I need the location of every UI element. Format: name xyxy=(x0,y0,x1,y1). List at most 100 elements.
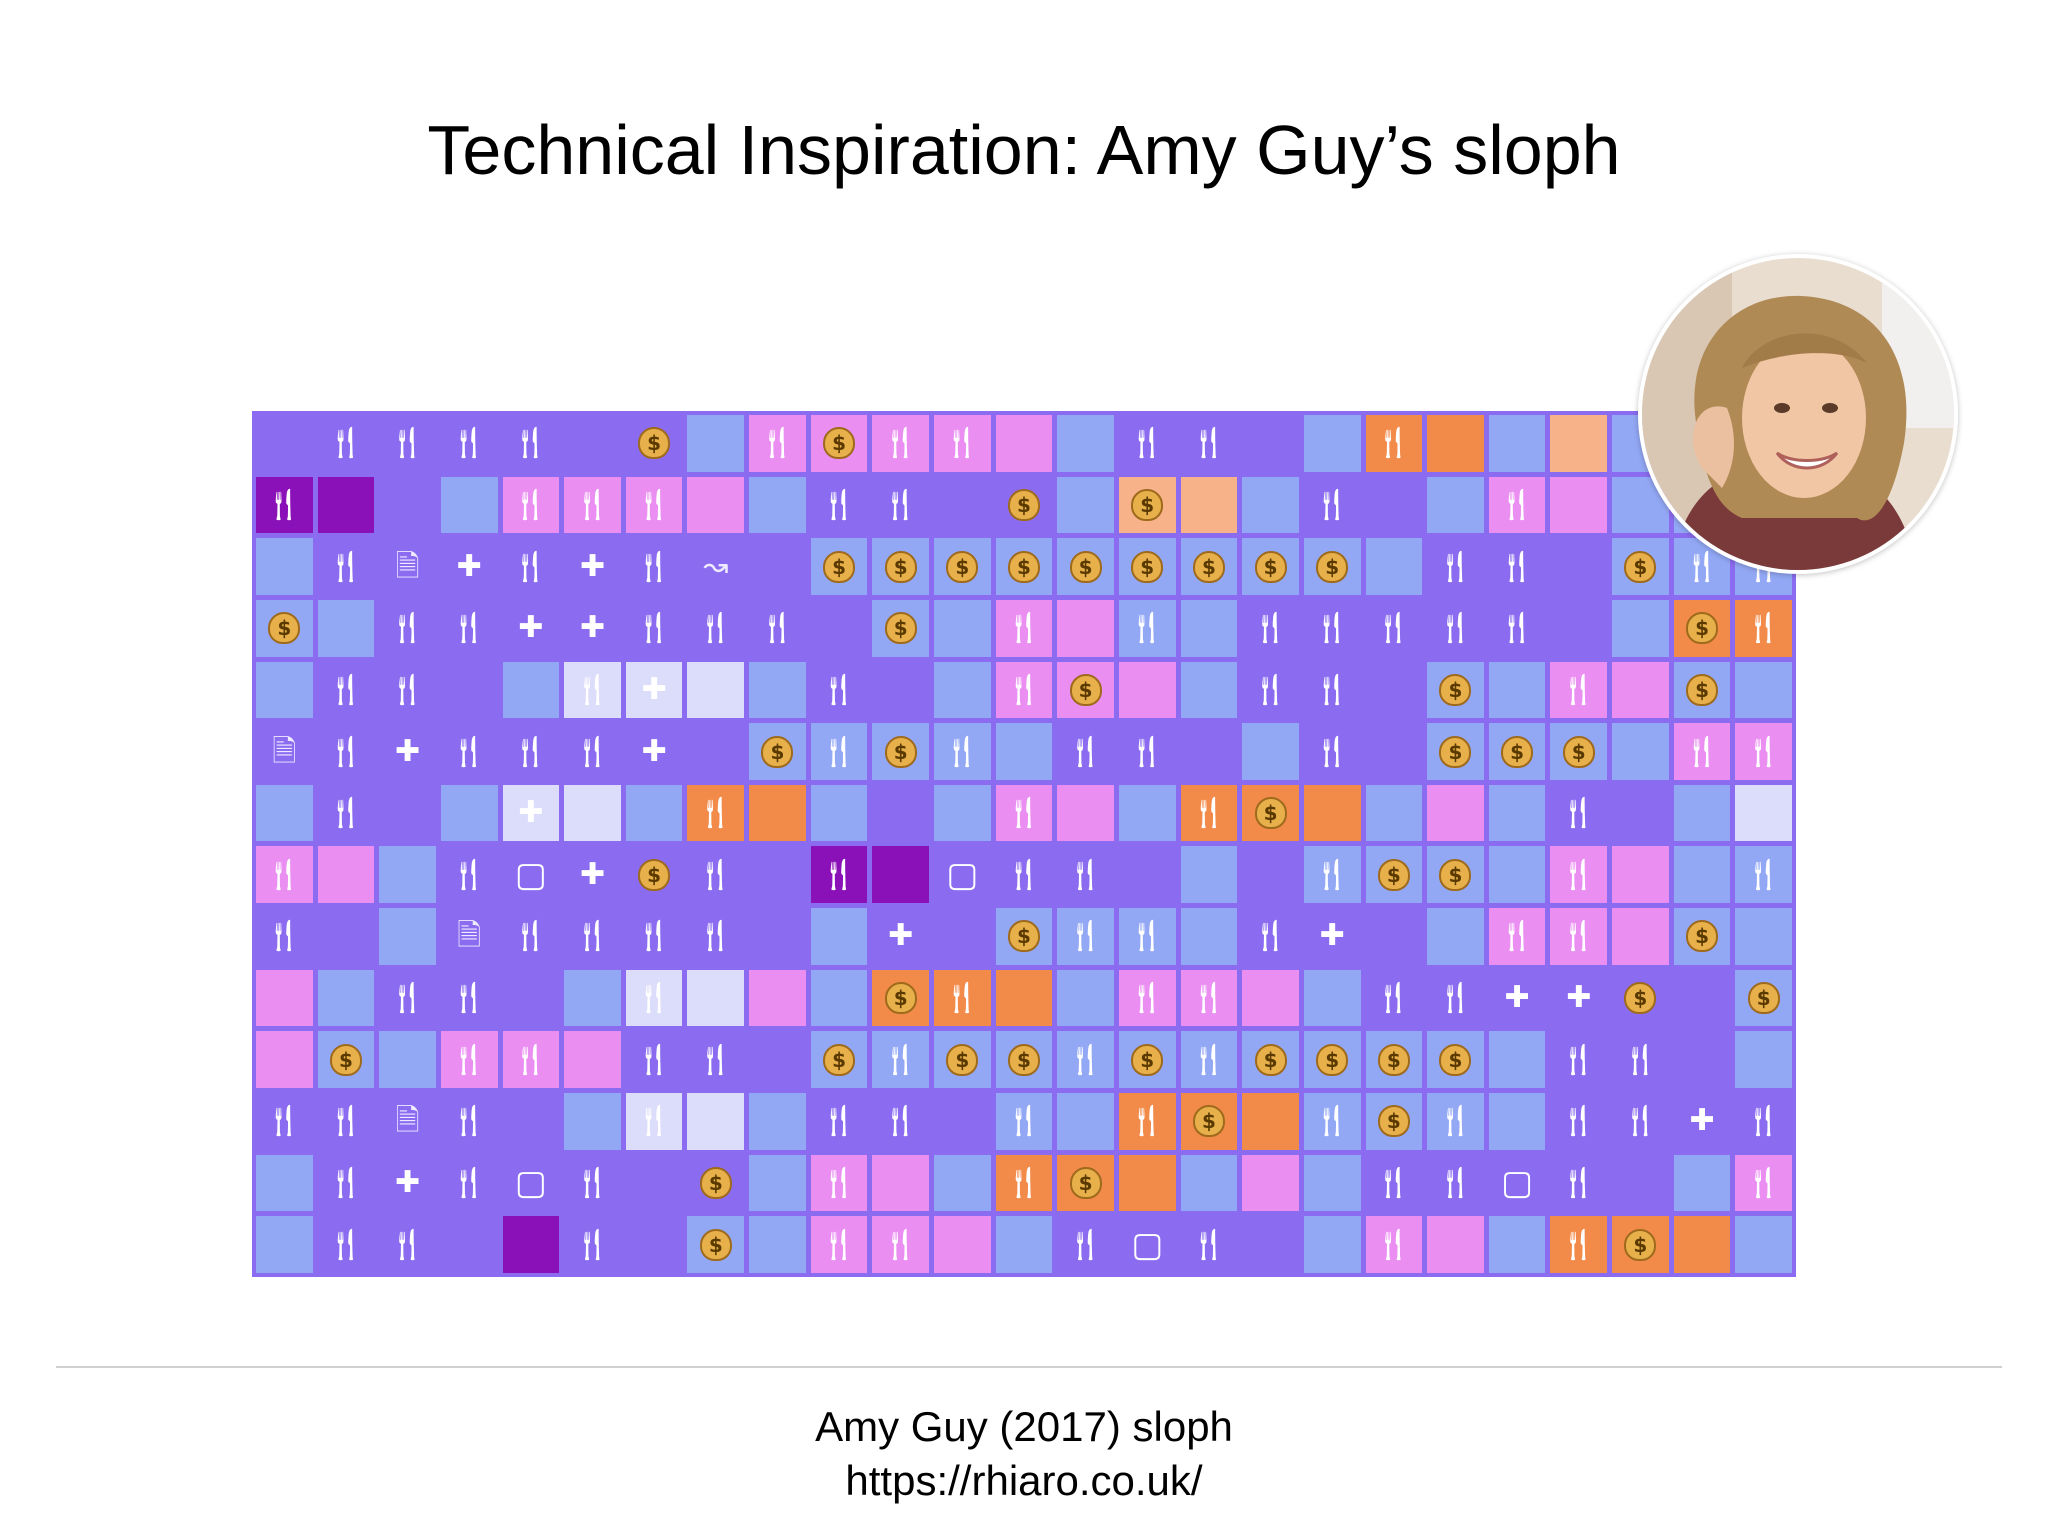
citation-url[interactable]: https://rhiaro.co.uk/ xyxy=(845,1457,1203,1504)
money-bag-icon: $ xyxy=(884,550,917,583)
tile-fork-knife-icon: 🍴 xyxy=(1057,846,1114,904)
tile-money-bag-icon: $ xyxy=(934,1031,991,1089)
tile-fork-knife-icon: 🍴 xyxy=(1118,599,1176,657)
tile xyxy=(934,784,991,842)
tile-fork-knife-icon: 🍴 xyxy=(1488,476,1546,534)
tile xyxy=(1365,661,1423,719)
tile-fork-knife-icon: 🍴 xyxy=(1057,723,1114,780)
fork-knife-icon: 🍴 xyxy=(1499,487,1535,521)
tile-money-bag-icon: $ xyxy=(687,1154,745,1212)
tile-fork-knife-icon: 🍴 xyxy=(1180,1216,1238,1273)
tile-fork-knife-icon: 🍴 xyxy=(502,1031,560,1089)
fork-knife-icon: 🍴 xyxy=(883,1227,919,1261)
tile xyxy=(810,784,868,842)
tile-fork-knife-icon: 🍴 xyxy=(872,476,930,534)
tile-money-bag-icon: $ xyxy=(1242,538,1299,595)
plus-icon: ✚ xyxy=(641,671,667,707)
tile xyxy=(256,1216,313,1273)
tile xyxy=(1735,908,1792,965)
tile xyxy=(502,1093,560,1150)
tile xyxy=(1057,1093,1114,1150)
tile xyxy=(1303,969,1361,1027)
tile xyxy=(872,1154,930,1212)
money-bag-icon: $ xyxy=(1254,797,1287,830)
tile xyxy=(749,969,806,1027)
money-bag-icon: $ xyxy=(1254,1043,1287,1076)
tile-fork-knife-icon: 🍴 xyxy=(1735,723,1792,780)
fork-knife-icon: 🍴 xyxy=(1376,426,1412,460)
tile-fork-knife-icon: 🍴 xyxy=(810,1216,868,1273)
tile xyxy=(379,1031,436,1089)
tile-fork-knife-icon: 🍴 xyxy=(317,538,375,595)
tile-fork-knife-icon: 🍴 xyxy=(1180,784,1238,842)
tile xyxy=(687,415,745,472)
tile xyxy=(1180,661,1238,719)
fork-knife-icon: 🍴 xyxy=(1253,919,1288,953)
tile xyxy=(1612,846,1669,904)
tile-document-icon: 🗎 xyxy=(256,723,313,780)
portrait-illustration xyxy=(1642,258,1954,570)
fork-knife-icon: 🍴 xyxy=(821,1166,857,1200)
money-bag-icon: $ xyxy=(1439,735,1472,768)
tile-money-bag-icon: $ xyxy=(317,1031,375,1089)
money-bag-icon: $ xyxy=(1562,735,1595,768)
fork-knife-icon: 🍴 xyxy=(1561,796,1597,830)
tile xyxy=(934,1093,991,1150)
tile xyxy=(1427,476,1484,534)
tile-fork-knife-icon: 🍴 xyxy=(1242,908,1299,965)
tile xyxy=(1242,723,1299,780)
tile xyxy=(256,969,313,1027)
tile xyxy=(1303,1154,1361,1212)
money-bag-icon: $ xyxy=(1007,1043,1040,1076)
fork-knife-icon: 🍴 xyxy=(1746,1166,1782,1200)
plus-icon: ✚ xyxy=(1504,980,1530,1016)
tile-fork-knife-icon: 🍴 xyxy=(1057,1031,1114,1089)
fork-knife-icon: 🍴 xyxy=(1129,981,1165,1015)
tile-plus-icon: ✚ xyxy=(1488,969,1546,1027)
fork-knife-icon: 🍴 xyxy=(513,734,549,768)
square-icon: ▢ xyxy=(514,1163,547,1204)
fork-knife-icon: 🍴 xyxy=(451,734,487,768)
fork-knife-icon: 🍴 xyxy=(1068,734,1104,768)
money-bag-icon: $ xyxy=(1686,673,1719,706)
tile xyxy=(379,908,436,965)
fork-knife-icon: 🍴 xyxy=(944,734,980,768)
tile xyxy=(1612,908,1669,965)
fork-knife-icon: 🍴 xyxy=(821,1227,857,1261)
fork-knife-icon: 🍴 xyxy=(1561,672,1597,706)
fork-knife-icon: 🍴 xyxy=(1314,1104,1350,1138)
tile xyxy=(1427,908,1484,965)
tile xyxy=(1612,723,1669,780)
tile-fork-knife-icon: 🍴 xyxy=(1427,1093,1484,1150)
tile-money-bag-icon: $ xyxy=(872,723,930,780)
tile xyxy=(995,1216,1053,1273)
tile-fork-knife-icon: 🍴 xyxy=(995,846,1053,904)
tile xyxy=(1242,969,1299,1027)
tile-fork-knife-icon: 🍴 xyxy=(625,1093,683,1150)
tile-fork-knife-icon: 🍴 xyxy=(1118,723,1176,780)
fork-knife-icon: 🍴 xyxy=(883,1104,919,1138)
tile xyxy=(1735,1031,1792,1089)
fork-knife-icon: 🍴 xyxy=(1561,1104,1597,1138)
tile xyxy=(934,1216,991,1273)
tile xyxy=(317,599,375,657)
fork-knife-icon: 🍴 xyxy=(328,1166,364,1200)
sloph-tile-mosaic: 🍴 🍴 🍴 🍴 $ 🍴 $ 🍴 🍴 🍴 🍴 🍴 🍴 🍴 🍴 🍴 🍴 🍴 $ $ 🍴 🍴 🍴 🗎 ✚ 🍴 ✚ 🍴 ↝ $ $ $ $ $ $ $ $ $ 🍴 🍴… xyxy=(252,411,1796,1277)
plus-icon: ✚ xyxy=(456,548,482,584)
tile-fork-knife-icon: 🍴 xyxy=(810,661,868,719)
tile-fork-knife-icon: 🍴 xyxy=(687,846,745,904)
money-bag-icon: $ xyxy=(1069,1167,1102,1200)
tile-fork-knife-icon: 🍴 xyxy=(502,538,560,595)
tile xyxy=(256,784,313,842)
plus-icon: ✚ xyxy=(395,733,421,769)
tile-square-icon: ▢ xyxy=(502,846,560,904)
fork-knife-icon: 🍴 xyxy=(1129,1104,1165,1138)
tile-fork-knife-icon: 🍴 xyxy=(995,661,1053,719)
tile xyxy=(1673,784,1731,842)
tile xyxy=(749,1216,806,1273)
tile-money-bag-icon: $ xyxy=(1427,661,1484,719)
fork-knife-icon: 🍴 xyxy=(1191,1227,1227,1261)
tile-fork-knife-icon: 🍴 xyxy=(749,599,806,657)
tile-money-bag-icon: $ xyxy=(1427,723,1484,780)
tile-money-bag-icon: $ xyxy=(625,846,683,904)
